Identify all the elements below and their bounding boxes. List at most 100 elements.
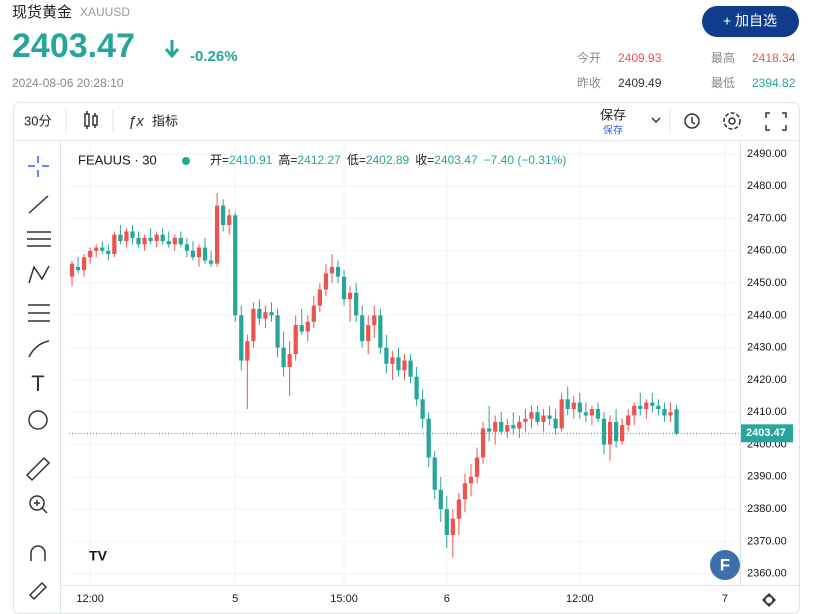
candle-body (613, 421, 619, 442)
candle-body (480, 428, 486, 458)
legend-value: 2402.89 (366, 153, 410, 167)
interval-button[interactable]: 30分 (24, 113, 51, 128)
candle-body (535, 412, 540, 422)
candle-body (221, 205, 226, 225)
stat-value: 2409.49 (618, 76, 662, 90)
text-tool[interactable]: T (31, 371, 44, 396)
x-tick-label: 6 (444, 593, 450, 605)
candle-body (426, 418, 431, 458)
candle-body (202, 247, 208, 261)
legend-value: 2403.47 (434, 153, 478, 167)
candle-body (329, 266, 335, 274)
candle-body (354, 292, 359, 316)
add-watchlist-button[interactable] (702, 6, 799, 37)
x-tick-label: 12:00 (566, 593, 594, 605)
candle-body (178, 237, 183, 245)
brush-tool[interactable] (28, 340, 50, 358)
save-button[interactable]: 保存 (600, 107, 626, 122)
candle-body (577, 402, 582, 413)
y-tick-label: 2460.00 (747, 245, 787, 257)
projection-tool[interactable] (28, 304, 50, 322)
candle-body (335, 266, 341, 277)
candle-body (408, 360, 413, 377)
candle-body (493, 421, 498, 432)
datetime: 2024-08-06 20:28:10 (12, 76, 124, 90)
fx-icon[interactable]: ƒx (128, 113, 144, 130)
y-tick-label: 2440.00 (747, 309, 787, 321)
zoom-tool[interactable] (29, 495, 48, 514)
candle-body (607, 421, 613, 445)
add-watchlist-label[interactable]: + 加自选 (723, 13, 777, 29)
candle-body (287, 354, 292, 368)
candle-body (275, 315, 280, 348)
indicators-button[interactable]: 指标 (152, 113, 178, 128)
candle-body (75, 266, 81, 271)
tv-logo-text: TV (89, 548, 108, 564)
candle-body (402, 360, 407, 371)
legend-title: FEAUUS · 30 (78, 152, 157, 167)
candle-body (227, 215, 232, 225)
candle-body (136, 237, 141, 245)
candle-body (100, 247, 105, 251)
candle-body (281, 347, 286, 368)
candle-body (499, 421, 504, 432)
lock-tool[interactable] (28, 581, 48, 601)
candle-body (196, 247, 202, 258)
candle-body (674, 409, 679, 434)
candle-body (142, 237, 147, 245)
f-badge (710, 550, 740, 580)
settings-icon[interactable] (723, 112, 741, 130)
status-dot (182, 157, 190, 165)
ruler-tool[interactable] (25, 456, 51, 482)
candle-body (559, 399, 564, 429)
candle-body (208, 260, 214, 264)
price: 2403.47 (12, 27, 135, 65)
y-tick-label: 2430.00 (747, 342, 787, 354)
line-tool[interactable] (28, 195, 49, 214)
candle-body (214, 205, 220, 264)
candle-body (511, 425, 516, 429)
candle-body (474, 457, 480, 477)
candle-body (372, 315, 377, 326)
candle-body (94, 247, 99, 251)
candle-body (305, 321, 310, 332)
stat-label: 最低 (711, 76, 735, 90)
candle-body (650, 402, 655, 406)
y-tick-label: 2390.00 (747, 471, 787, 483)
candle-body (130, 231, 135, 238)
legend-label: 收= (415, 153, 434, 167)
candle-body (505, 425, 510, 432)
fib-tool[interactable] (27, 231, 51, 247)
legend-label: 高= (278, 152, 297, 167)
candle-body (184, 244, 189, 251)
alert-icon[interactable] (684, 113, 700, 129)
candle-body (523, 418, 528, 422)
legend-change: −7.40 (−0.31%) (484, 153, 567, 167)
candle-body (601, 418, 607, 445)
crosshair-tool[interactable] (28, 156, 49, 177)
last-price-box (741, 424, 793, 443)
candle-body (432, 457, 437, 490)
pattern-tool[interactable] (28, 265, 50, 284)
magnet-tool[interactable] (30, 545, 46, 561)
candle-body (81, 257, 87, 271)
instrument-name: 现货黄金 (12, 4, 72, 21)
candle-body (456, 499, 462, 519)
candle-body (172, 237, 177, 245)
save-dropdown[interactable] (651, 117, 661, 124)
candle-type-icon[interactable] (84, 111, 98, 129)
candle-body (160, 234, 165, 242)
candle-body (233, 215, 238, 316)
stat-label: 最高 (711, 50, 735, 65)
fullscreen-icon[interactable] (765, 112, 787, 131)
time-settings-icon[interactable] (761, 592, 777, 608)
emoji-tool[interactable] (28, 410, 48, 430)
down-arrow (164, 40, 180, 59)
axes: 2360.002370.002380.002390.002400.002410.… (76, 148, 793, 605)
legend-value: 2410.91 (229, 153, 273, 167)
x-tick-label: 7 (722, 593, 728, 605)
candle-body (414, 376, 419, 400)
grid (69, 141, 740, 585)
candle-body (190, 250, 196, 258)
candle-body (438, 489, 443, 510)
